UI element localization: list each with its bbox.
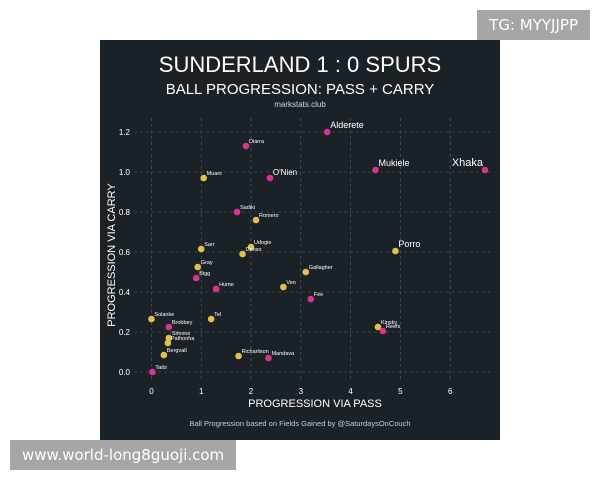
point-marker (148, 315, 155, 323)
point-label: Danso (246, 247, 262, 253)
y-tick-label: 0.8 (119, 208, 131, 217)
point-marker (481, 166, 489, 174)
point-marker (149, 368, 156, 376)
point-label: Diarra (249, 139, 265, 145)
point-label: Taibi (155, 365, 166, 371)
point-label: Pathonha (171, 336, 195, 342)
point-label: Gray (201, 260, 213, 266)
point-label: Solanke (154, 312, 174, 318)
point-label: Ven (286, 280, 295, 286)
watermark-top: TG: MYYJJPP (477, 10, 590, 40)
y-axis-label: PROGRESSION VIA CARRY (106, 183, 118, 327)
x-tick-label: 2 (249, 387, 254, 396)
chart-title: SUNDERLAND 1 : 0 SPURS (159, 52, 441, 77)
point-label: Alderete (330, 120, 364, 130)
point-marker (265, 354, 272, 362)
y-tick-label: 1.2 (119, 128, 131, 137)
point-label: Porro (398, 239, 420, 249)
point-label: Sarr (204, 242, 215, 248)
point-label: Mandava (271, 351, 295, 357)
point-label: Sadiki (240, 205, 255, 211)
point-marker (302, 268, 310, 276)
point-label: Reefs (386, 324, 401, 330)
point-marker (192, 274, 200, 282)
chart-card: SUNDERLAND 1 : 0 SPURS BALL PROGRESSION:… (100, 40, 500, 440)
point-marker (207, 315, 215, 323)
x-tick-label: 6 (448, 387, 453, 396)
points: Alderete Diarra Mukiele Xhaka Muani O'Nien Sad… (148, 120, 489, 376)
x-tick-label: 3 (299, 387, 304, 396)
point-marker (200, 174, 208, 182)
y-tick-label: 0.6 (119, 248, 131, 257)
y-tick-label: 0.2 (119, 328, 131, 337)
point-marker (247, 243, 255, 251)
x-axis-label: PROGRESSION VIA PASS (248, 398, 382, 410)
x-tick-label: 4 (348, 387, 353, 396)
y-tick-label: 0.0 (119, 368, 131, 377)
chart-subtitle: BALL PROGRESSION: PASS + CARRY (166, 81, 435, 98)
point-marker (252, 216, 260, 224)
point-marker (392, 247, 399, 255)
point-marker (280, 283, 287, 291)
point-label: Bigg (199, 271, 210, 277)
point-label: Romero (259, 213, 279, 219)
point-marker (233, 208, 241, 216)
watermark-bottom: www.world-long8guoji.com (10, 440, 237, 470)
point-label: Gallagher (309, 265, 333, 271)
point-label: Udogie (254, 240, 271, 246)
point-marker (212, 285, 220, 293)
y-tick-label: 1.0 (119, 168, 131, 177)
x-tick-label: 0 (149, 387, 154, 396)
point-marker (165, 334, 173, 342)
point-marker (379, 327, 387, 335)
point-marker (197, 245, 205, 253)
chart-site: markstats.club (274, 100, 326, 109)
point-marker (235, 352, 242, 360)
x-tick-label: 5 (398, 387, 403, 396)
point-label: Simons (172, 331, 191, 337)
point-marker (164, 339, 172, 347)
point-marker (323, 128, 331, 136)
point-marker (160, 351, 168, 359)
point-marker (266, 174, 274, 182)
point-label: Fée (314, 292, 323, 298)
point-marker (194, 263, 202, 271)
point-label: Richarlison (242, 349, 269, 355)
point-marker (307, 295, 315, 303)
point-marker (165, 323, 173, 331)
point-label: Bergvall (167, 348, 187, 354)
point-marker (372, 166, 379, 174)
point-marker (374, 323, 382, 331)
y-tick-label: 0.4 (119, 288, 131, 297)
point-label: Tel (214, 312, 221, 318)
point-marker (239, 250, 246, 258)
point-label: O'Nien (273, 168, 297, 177)
axes: 0 1 2 3 4 5 6 0.0 0.2 0.4 0.6 0.8 1.0 1.2 (119, 128, 453, 396)
point-label: Mukiele (378, 158, 409, 168)
point-label: Xhaka (452, 157, 484, 169)
point-label: Kinsky (381, 320, 397, 326)
point-label: Muani (207, 171, 222, 177)
scatter-chart: SUNDERLAND 1 : 0 SPURS BALL PROGRESSION:… (106, 52, 495, 428)
point-label: Hume (219, 282, 234, 288)
point-label: Brobbey (172, 320, 193, 326)
grid (134, 118, 495, 382)
point-marker (242, 142, 250, 150)
x-tick-label: 1 (199, 387, 204, 396)
chart-footnote: Ball Progression based on Fields Gained … (189, 419, 410, 428)
